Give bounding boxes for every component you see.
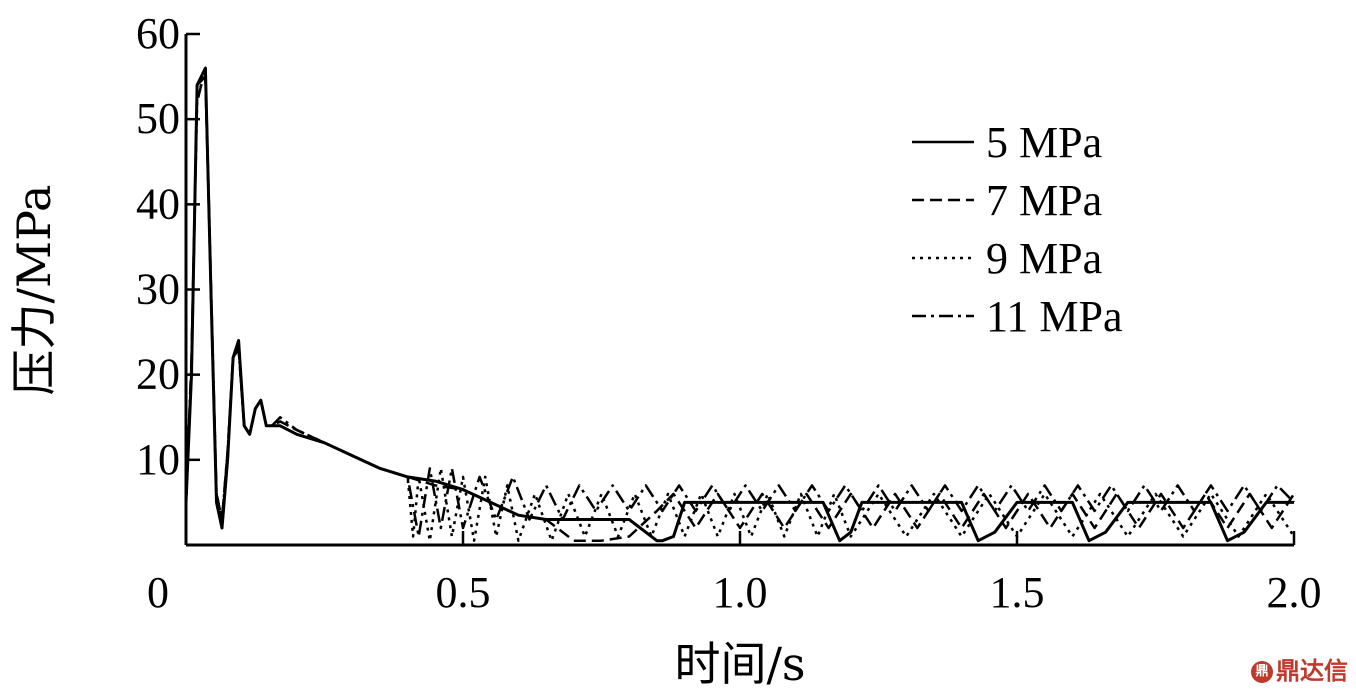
- y-tick-label: 30: [136, 265, 180, 314]
- legend-label-1: 5 MPa: [986, 118, 1102, 167]
- legend-label-4: 11 MPa: [986, 292, 1123, 341]
- legend-label-3: 9 MPa: [986, 234, 1102, 283]
- series-line-2: [184, 75, 1296, 542]
- watermark: 鼎鼎达信: [1251, 651, 1348, 686]
- ticks-layer: 10 20 30 40 50 60 0 0.5 1.0 1.5 2.0: [136, 9, 1322, 617]
- x-tick-label: 1.0: [713, 568, 768, 617]
- y-tick-label: 60: [136, 9, 180, 58]
- watermark-text: 鼎达信: [1276, 657, 1348, 685]
- x-tick-label: 0: [147, 568, 169, 617]
- axes: [184, 34, 1294, 547]
- y-tick-label: 40: [136, 179, 180, 228]
- legend-label-2: 7 MPa: [986, 176, 1102, 225]
- y-tick-label: 50: [136, 94, 180, 143]
- y-tick-label: 10: [136, 435, 180, 484]
- series-line-1: [184, 66, 1294, 543]
- x-tick-label: 2.0: [1267, 568, 1322, 617]
- legend: 5 MPa 7 MPa 9 MPa 11 MPa: [912, 118, 1123, 341]
- x-tick-label: 1.5: [990, 568, 1045, 617]
- x-axis-label: 时间/s: [674, 637, 805, 691]
- series-line-3: [184, 75, 1296, 542]
- series-layer: [184, 66, 1296, 543]
- series-line-4: [184, 66, 1295, 538]
- y-axis-label: 压力/MPa: [7, 185, 61, 396]
- dingxin-logo-icon: 鼎: [1251, 661, 1273, 683]
- x-tick-label: 0.5: [436, 568, 491, 617]
- y-tick-label: 20: [136, 350, 180, 399]
